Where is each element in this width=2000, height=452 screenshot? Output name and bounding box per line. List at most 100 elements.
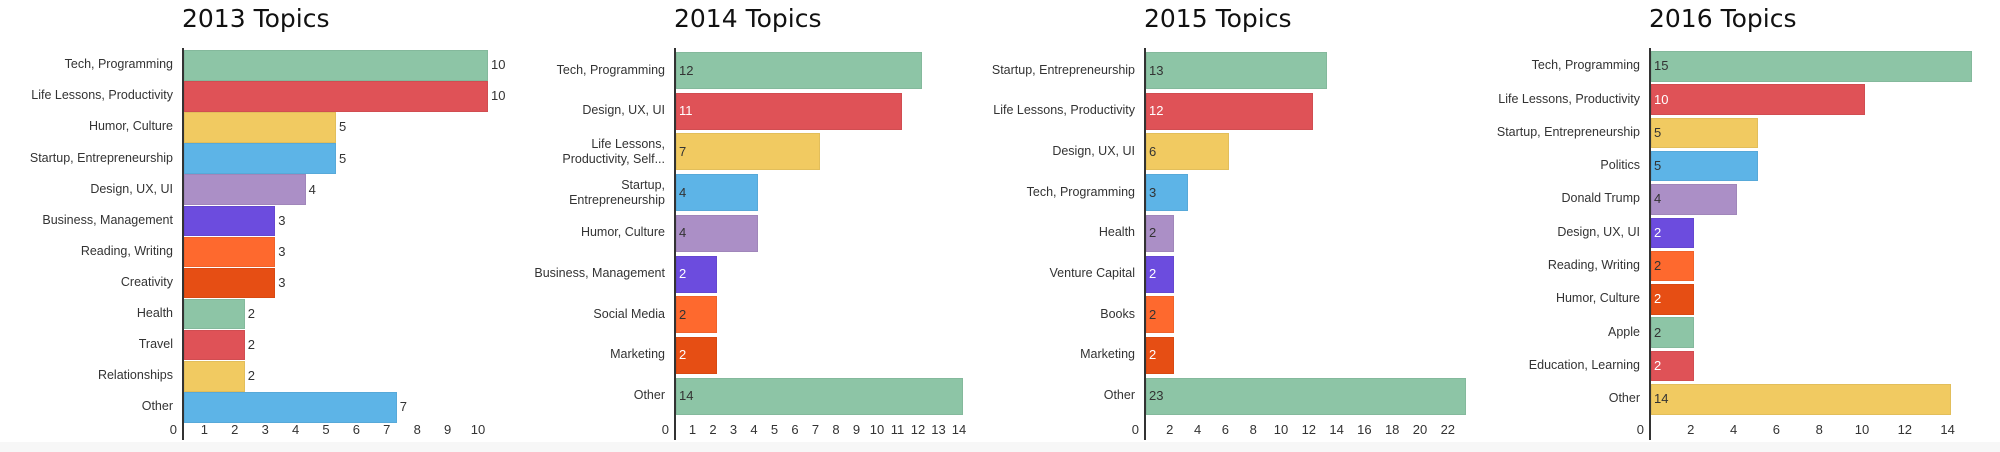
bar[interactable] [1651,84,1865,115]
x-tick-label: 10 [1854,422,1870,437]
bar[interactable] [676,92,902,130]
value-label: 2 [1149,306,1157,322]
bar[interactable] [1146,133,1230,171]
bar[interactable] [676,214,758,252]
category-label: Tech, Programming [1026,184,1135,199]
bar[interactable] [1651,350,1694,382]
bar[interactable] [1146,296,1174,334]
bar[interactable] [184,205,276,236]
value-label: 3 [278,274,286,290]
bar[interactable] [1146,174,1188,212]
x-tick-label: 1 [688,422,697,437]
value-label: 4 [308,181,316,197]
bar[interactable] [184,298,245,330]
bar[interactable] [676,174,758,212]
bar[interactable] [1146,377,1466,415]
bar[interactable] [676,52,922,89]
value-label: 2 [1149,347,1157,363]
x-tick-label: 8 [832,422,840,437]
category-label: Health [1098,225,1135,240]
category-label: Reading, Writing [80,243,173,258]
bar[interactable] [676,296,717,334]
x-tick-label: 4 [1729,422,1738,437]
bar[interactable] [184,174,306,205]
value-label: 2 [1654,357,1662,373]
bar[interactable] [676,255,717,293]
x-tick-label: 0 [1636,422,1644,437]
bar[interactable] [184,236,276,268]
value-label: 2 [679,306,687,322]
x-tick-label: 9 [852,422,861,437]
bar[interactable] [1146,336,1174,374]
value-label: 7 [679,143,687,159]
value-label: 10 [491,57,506,73]
value-label: 5 [339,119,347,135]
x-tick-label: 2 [231,422,239,437]
chart-3: 2016 Topics Tech, Programming 15 Life Lesso… [1497,4,1972,440]
bar[interactable] [184,50,488,81]
category-label: Tech, Programming [1531,58,1640,73]
bar[interactable] [1651,284,1694,315]
chart-2: 2015 Topics Startup, Entrepreneurship 13 Li… [991,4,1466,440]
bar[interactable] [1651,217,1694,248]
bar[interactable] [184,143,336,174]
x-tick-label: 9 [443,422,452,437]
x-tick-label: 22 [1440,422,1456,437]
value-label: 12 [1149,103,1164,119]
value-label: 5 [339,150,347,166]
value-label: 4 [679,184,687,200]
chart-title: 2014 Topics [674,4,822,33]
value-label: 10 [1654,91,1669,107]
category-label: Humor, Culture [580,225,665,240]
bar[interactable] [184,112,336,143]
x-tick-label: 11 [890,422,905,437]
category-label: Startup, Entrepreneurship [991,62,1135,77]
bar[interactable] [1146,92,1313,130]
category-label: Life Lessons, Productivity [993,103,1135,118]
x-tick-label: 4 [1193,422,1202,437]
bar[interactable] [1651,51,1972,82]
x-tick-label: 2 [1166,422,1174,437]
category-label: Design, UX, UI [90,181,173,196]
x-tick-label: 10 [869,422,885,437]
x-tick-label: 7 [383,422,391,437]
chart-title: 2013 Topics [182,4,330,33]
category-label: Other [1608,391,1640,406]
value-label: 4 [1654,191,1662,207]
bar[interactable] [184,392,397,423]
bar[interactable] [1651,117,1758,149]
bar[interactable] [1651,384,1951,415]
x-tick-label: 2 [1687,422,1695,437]
bar[interactable] [1651,250,1694,282]
x-tick-label: 12 [910,422,926,437]
value-label: 14 [1654,391,1669,407]
bar[interactable] [184,267,276,299]
category-label: Education, Learning [1528,357,1640,372]
category-label: Apple [1608,324,1640,339]
bar[interactable] [1146,255,1174,293]
bar[interactable] [1651,150,1758,182]
bar[interactable] [1146,52,1327,89]
x-tick-label: 3 [261,422,269,437]
category-label: Design, UX, UI [1557,224,1640,239]
bar[interactable] [184,81,488,112]
chart-0: 2013 Topics Tech, Programming 10 Life Lesso… [30,4,506,440]
category-label: Politics [1600,158,1640,173]
category-label: Marketing [610,347,665,362]
bar[interactable] [1651,317,1694,348]
bar[interactable] [676,133,820,171]
category-label: Travel [138,337,173,352]
value-label: 4 [679,225,687,241]
bar[interactable] [184,329,245,361]
bar[interactable] [1651,184,1737,215]
bar[interactable] [676,336,717,374]
x-tick-label: 4 [291,422,300,437]
bar[interactable] [676,377,963,415]
value-label: 2 [247,368,256,384]
bar[interactable] [1146,214,1174,252]
x-tick-label: 6 [352,422,360,437]
bar[interactable] [184,361,245,392]
chart-1: 2014 Topics Tech, Programming 12 Design, UX… [534,4,966,440]
x-tick-label: 0 [169,422,177,437]
value-label: 2 [247,306,256,322]
